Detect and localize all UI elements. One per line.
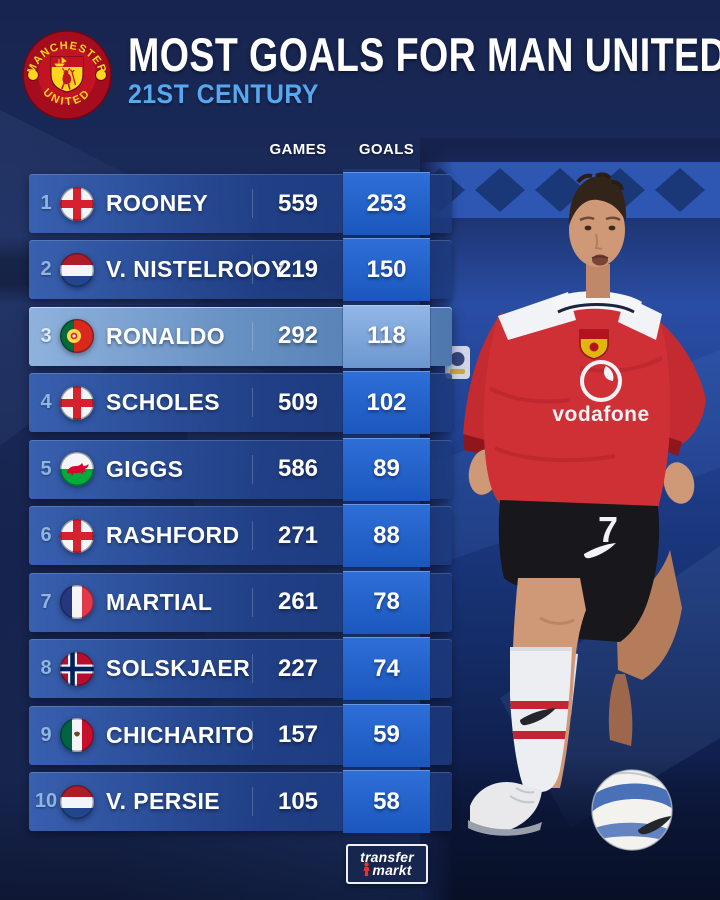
player-name: GIGGS [106,455,184,482]
column-divider [252,787,253,817]
games-value: 157 [277,721,319,749]
player-head [568,172,627,298]
games-value: 586 [277,455,319,483]
country-flag-icon [60,252,94,287]
nike-swoosh-icon [584,543,616,559]
column-divider [252,321,253,351]
country-flag-icon [60,186,94,221]
rank-label: 5 [40,457,52,480]
transfermarkt-logo-line2: markt [372,862,412,878]
column-divider [252,189,253,218]
country-flag-icon [60,319,94,354]
country-flag-icon [60,784,94,819]
country-flag-icon [60,585,94,620]
transfermarkt-mascot-icon [363,861,370,876]
page-subtitle: 21ST CENTURY [128,79,319,109]
page-title: MOST GOALS FOR MAN UNITED [128,28,720,81]
player-name: SCHOLES [106,389,220,416]
column-divider [252,654,253,684]
player-name: SOLSKJAER [106,655,251,682]
column-header-goals: GOALS [358,141,415,158]
games-value: 105 [277,787,319,815]
table-row: 1 ROONEY 559 253 [29,172,452,235]
column-header-games: GAMES [269,141,327,158]
goals-value: 253 [343,172,430,235]
country-flag-icon [60,651,94,686]
goals-value: 59 [343,703,430,767]
player-name: RASHFORD [106,522,240,549]
goals-value: 89 [343,437,430,501]
player-name: V. PERSIE [106,788,220,815]
goals-value: 118 [343,304,430,368]
nike-swoosh-icon [524,313,566,334]
goals-value: 78 [343,570,430,634]
table-row: 10 V. PERSIE 105 58 [29,770,452,834]
table-row: 9 CHICHARITO 157 59 [29,703,452,767]
player-name: MARTIAL [106,588,213,615]
sponsor-text: vodafone [552,403,649,426]
rank-label: 2 [40,258,52,281]
shirt-number: 7 [598,509,618,550]
photo-top-fade [420,138,720,164]
games-value: 261 [277,588,319,616]
table-row: 6 RASHFORD 271 88 [29,504,452,568]
table-row: 8 SOLSKJAER 227 74 [29,637,452,701]
player-figure: vodafone 7 [445,172,706,851]
column-divider [252,255,253,285]
transfermarkt-logo-line1: transfer [360,849,414,865]
games-value: 559 [277,189,319,217]
table-row: 4 SCHOLES 509 102 [29,371,452,435]
rank-label: 9 [40,723,52,746]
transfermarkt-logo: transfer markt [346,844,428,884]
boot [468,782,542,836]
table-row: 2 V. NISTELROOY 219 150 [29,238,452,302]
chest-crest-icon [579,329,609,360]
player-photo: vodafone 7 [420,138,720,900]
games-value: 271 [277,521,319,549]
man-united-crest-logo: MANCHESTER UNITED [22,30,112,120]
column-divider [252,454,253,484]
red-devil-icon [61,67,77,90]
rank-label: 8 [40,657,52,680]
goals-value: 102 [343,371,430,435]
column-divider [252,388,253,418]
country-flag-icon [60,385,94,420]
vodafone-logo: vodafone [552,360,649,426]
column-divider [252,521,253,551]
country-flag-icon [60,718,94,753]
player-name: ROONEY [106,190,209,216]
rank-label: 6 [40,524,52,547]
goals-value: 150 [343,238,430,302]
games-value: 227 [277,654,319,682]
games-value: 292 [277,322,319,350]
games-value: 509 [277,388,319,416]
football [591,769,673,851]
crest-shield [50,56,84,93]
rank-label: 10 [34,790,58,813]
goals-value: 74 [343,637,430,701]
player-name: V. NISTELROOY [106,256,287,283]
crest-football-icon [95,69,107,81]
background-shadow [420,758,720,900]
player-name: RONALDO [106,322,226,349]
goals-value: 88 [343,504,430,568]
crest-football-icon [27,69,39,81]
table-row: 7 MARTIAL 261 78 [29,570,452,634]
rank-label: 4 [40,391,52,414]
games-value: 219 [277,255,319,283]
rank-label: 1 [40,192,52,214]
player-name: CHICHARITO [106,721,254,748]
table-row: 5 GIGGS 586 89 [29,437,452,501]
rank-label: 3 [40,324,52,347]
goals-value: 58 [343,770,430,834]
table-row: 3 RONALDO 292 118 [29,304,452,368]
country-flag-icon [60,452,94,487]
rank-label: 7 [40,590,52,613]
country-flag-icon [60,518,94,553]
column-divider [252,587,253,617]
column-divider [252,720,253,750]
